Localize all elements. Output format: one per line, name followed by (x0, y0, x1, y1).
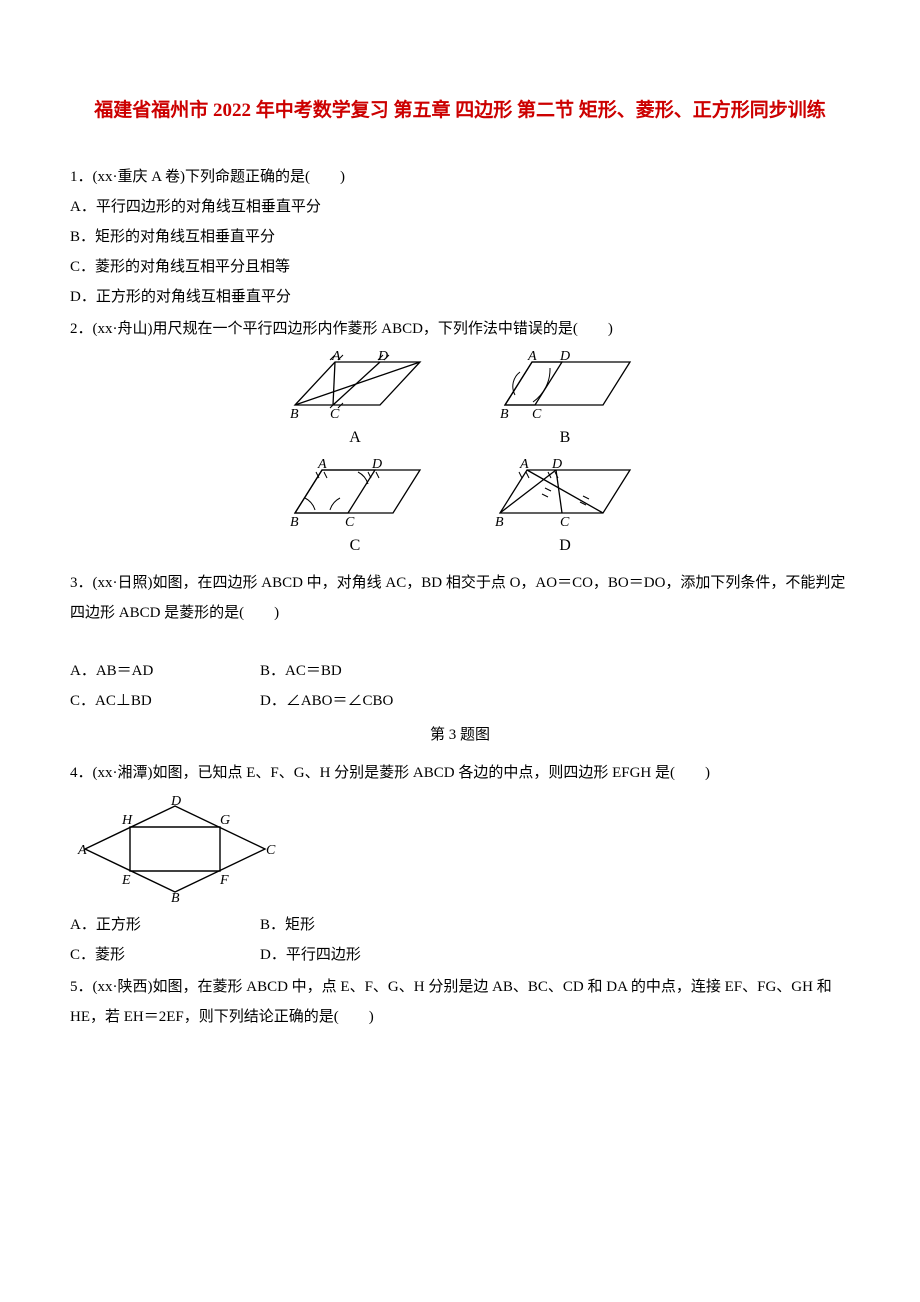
q2-label-b: B (560, 422, 571, 454)
q4-option-b: B．矩形 (260, 910, 450, 940)
q2-diagram-d: A D B C D (490, 458, 640, 562)
q4-option-c: C．菱形 (70, 940, 260, 970)
q4-option-a: A．正方形 (70, 910, 260, 940)
q3-option-d: D．∠ABO＝∠CBO (260, 686, 450, 716)
label-C: C (345, 515, 355, 528)
label-B: B (495, 515, 504, 528)
label-E: E (121, 873, 131, 888)
label-B: B (290, 515, 299, 528)
document-title: 福建省福州市 2022 年中考数学复习 第五章 四边形 第二节 矩形、菱形、正方… (70, 90, 850, 132)
q2-diagrams: A D B C A A D B (70, 350, 850, 562)
q2-label-a: A (349, 422, 361, 454)
q5-stem: 5．(xx·陕西)如图，在菱形 ABCD 中，点 E、F、G、H 分别是边 AB… (70, 972, 850, 1032)
q2-diagram-b: A D B C B (490, 350, 640, 454)
q2-diagram-a: A D B C A (280, 350, 430, 454)
q3-blank (70, 628, 850, 656)
question-2: 2．(xx·舟山)用尺规在一个平行四边形内作菱形 ABCD，下列作法中错误的是(… (70, 314, 850, 562)
label-C: C (266, 843, 276, 858)
q4-option-d: D．平行四边形 (260, 940, 450, 970)
q1-option-c: C．菱形的对角线互相平分且相等 (70, 252, 850, 282)
q3-caption: 第 3 题图 (70, 720, 850, 750)
q1-option-a: A．平行四边形的对角线互相垂直平分 (70, 192, 850, 222)
label-D: D (371, 458, 382, 472)
q2-label-c: C (350, 530, 361, 562)
question-4: 4．(xx·湘潭)如图，已知点 E、F、G、H 分别是菱形 ABCD 各边的中点… (70, 758, 850, 970)
label-B: B (290, 407, 299, 420)
label-A: A (519, 458, 529, 472)
question-3: 3．(xx·日照)如图，在四边形 ABCD 中，对角线 AC，BD 相交于点 O… (70, 568, 850, 750)
label-C: C (330, 407, 340, 420)
q2-label-d: D (559, 530, 571, 562)
label-C: C (532, 407, 542, 420)
q3-stem: 3．(xx·日照)如图，在四边形 ABCD 中，对角线 AC，BD 相交于点 O… (70, 568, 850, 628)
label-A: A (331, 350, 341, 364)
question-1: 1．(xx·重庆 A 卷)下列命题正确的是( ) A．平行四边形的对角线互相垂直… (70, 162, 850, 312)
label-F: F (219, 873, 229, 888)
q1-stem: 1．(xx·重庆 A 卷)下列命题正确的是( ) (70, 162, 850, 192)
label-C: C (560, 515, 570, 528)
q4-diagram: A C D B H G E F (70, 794, 850, 904)
q2-stem: 2．(xx·舟山)用尺规在一个平行四边形内作菱形 ABCD，下列作法中错误的是(… (70, 314, 850, 344)
q3-option-b: B．AC＝BD (260, 656, 450, 686)
q1-option-b: B．矩形的对角线互相垂直平分 (70, 222, 850, 252)
q2-diagram-c: A D B C C (280, 458, 430, 562)
label-A: A (77, 843, 87, 858)
label-A: A (527, 350, 537, 364)
question-5: 5．(xx·陕西)如图，在菱形 ABCD 中，点 E、F、G、H 分别是边 AB… (70, 972, 850, 1032)
q3-option-a: A．AB＝AD (70, 656, 260, 686)
label-B: B (500, 407, 509, 420)
label-D: D (559, 350, 570, 364)
q1-option-d: D．正方形的对角线互相垂直平分 (70, 282, 850, 312)
q4-stem: 4．(xx·湘潭)如图，已知点 E、F、G、H 分别是菱形 ABCD 各边的中点… (70, 758, 850, 788)
label-D: D (551, 458, 562, 472)
label-A: A (317, 458, 327, 472)
q3-option-c: C．AC⊥BD (70, 686, 260, 716)
label-B: B (171, 891, 180, 904)
label-D: D (377, 350, 388, 364)
label-D: D (170, 794, 181, 809)
label-H: H (121, 813, 133, 828)
label-G: G (220, 813, 230, 828)
